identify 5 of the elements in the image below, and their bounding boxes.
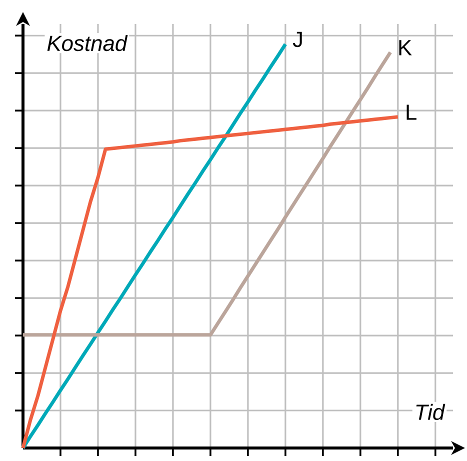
y-axis-title: Kostnad [47,35,128,52]
series-label: L [406,104,416,120]
x-axis-title: Tid [416,404,446,420]
series-label: K [399,40,412,56]
series-label: J [292,32,302,48]
